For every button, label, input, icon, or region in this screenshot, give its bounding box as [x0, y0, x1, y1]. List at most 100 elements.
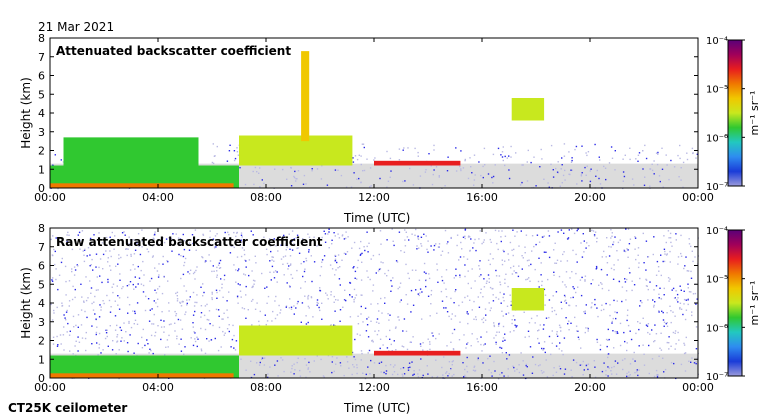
noise-pixel: [137, 342, 139, 345]
noise-pixel: [625, 299, 627, 301]
noise-pixel: [404, 239, 406, 241]
noise-pixel: [406, 303, 409, 305]
noise-pixel: [293, 373, 295, 375]
noise-pixel: [663, 325, 665, 327]
noise-pixel: [74, 288, 76, 291]
noise-pixel: [60, 261, 63, 264]
noise-pixel: [478, 161, 480, 163]
noise-pixel: [179, 238, 182, 240]
noise-pixel: [302, 275, 304, 278]
noise-pixel: [360, 294, 362, 296]
noise-pixel: [321, 236, 323, 239]
noise-pixel: [345, 237, 347, 240]
noise-pixel: [228, 324, 230, 326]
noise-pixel: [637, 154, 640, 156]
noise-pixel: [511, 319, 513, 321]
noise-pixel: [111, 231, 113, 234]
noise-pixel: [351, 296, 353, 298]
noise-pixel: [241, 247, 244, 249]
noise-pixel: [498, 331, 500, 333]
noise-pixel: [204, 261, 206, 263]
noise-pixel: [133, 352, 135, 354]
noise-pixel: [642, 232, 644, 235]
noise-pixel: [445, 372, 447, 374]
noise-pixel: [114, 315, 117, 317]
noise-pixel: [460, 241, 462, 244]
noise-pixel: [551, 307, 553, 309]
noise-pixel: [109, 236, 111, 238]
noise-pixel: [126, 243, 128, 246]
noise-pixel: [67, 231, 69, 234]
noise-pixel: [489, 253, 492, 255]
noise-pixel: [420, 358, 422, 360]
noise-pixel: [516, 325, 518, 327]
noise-pixel: [106, 329, 108, 331]
noise-pixel: [83, 254, 85, 256]
noise-pixel: [629, 374, 631, 376]
noise-pixel: [687, 283, 689, 285]
colorbar-tick-label: 10⁻⁷: [706, 372, 728, 383]
noise-pixel: [421, 318, 423, 320]
noise-pixel: [586, 154, 588, 157]
noise-pixel: [607, 328, 609, 331]
noise-pixel: [363, 246, 365, 248]
noise-pixel: [595, 175, 597, 177]
noise-pixel: [410, 311, 412, 313]
noise-pixel: [466, 311, 468, 313]
noise-pixel: [628, 267, 630, 269]
noise-pixel: [408, 362, 411, 364]
noise-pixel: [541, 280, 543, 283]
noise-pixel: [163, 326, 165, 328]
noise-pixel: [233, 347, 235, 349]
noise-pixel: [221, 287, 223, 289]
noise-pixel: [145, 238, 148, 241]
noise-pixel: [253, 373, 256, 376]
noise-pixel: [488, 278, 490, 280]
noise-pixel: [397, 316, 400, 318]
noise-pixel: [469, 236, 471, 238]
noise-pixel: [379, 347, 381, 350]
noise-pixel: [480, 336, 482, 338]
noise-pixel: [197, 338, 199, 340]
noise-pixel: [470, 238, 472, 240]
noise-pixel: [419, 288, 422, 290]
noise-pixel: [595, 265, 598, 268]
noise-pixel: [128, 242, 130, 245]
noise-pixel: [548, 335, 551, 338]
noise-pixel: [680, 289, 682, 291]
x-tick-label: 12:00: [358, 191, 390, 204]
noise-pixel: [72, 353, 74, 355]
noise-pixel: [495, 343, 497, 345]
noise-pixel: [665, 254, 668, 256]
noise-pixel: [605, 338, 608, 341]
noise-pixel: [483, 147, 486, 150]
noise-pixel: [230, 245, 232, 247]
noise-pixel: [110, 255, 112, 258]
noise-pixel: [167, 280, 169, 282]
noise-pixel: [243, 273, 245, 275]
noise-pixel: [584, 331, 586, 334]
noise-pixel: [273, 260, 275, 262]
noise-pixel: [521, 164, 523, 166]
noise-pixel: [621, 300, 623, 303]
noise-pixel: [127, 296, 129, 299]
noise-pixel: [572, 296, 574, 299]
noise-pixel: [180, 305, 183, 307]
noise-pixel: [237, 283, 239, 285]
noise-pixel: [75, 324, 77, 327]
noise-pixel: [626, 372, 628, 375]
noise-pixel: [141, 347, 144, 349]
noise-pixel: [477, 358, 479, 361]
noise-pixel: [666, 164, 668, 166]
noise-pixel: [224, 231, 226, 234]
noise-pixel: [263, 364, 266, 366]
noise-pixel: [464, 158, 466, 161]
noise-pixel: [596, 307, 598, 309]
noise-pixel: [216, 274, 218, 276]
noise-pixel: [679, 302, 682, 304]
noise-pixel: [503, 293, 505, 295]
noise-pixel: [92, 309, 95, 311]
noise-pixel: [493, 324, 495, 327]
noise-pixel: [412, 304, 415, 306]
